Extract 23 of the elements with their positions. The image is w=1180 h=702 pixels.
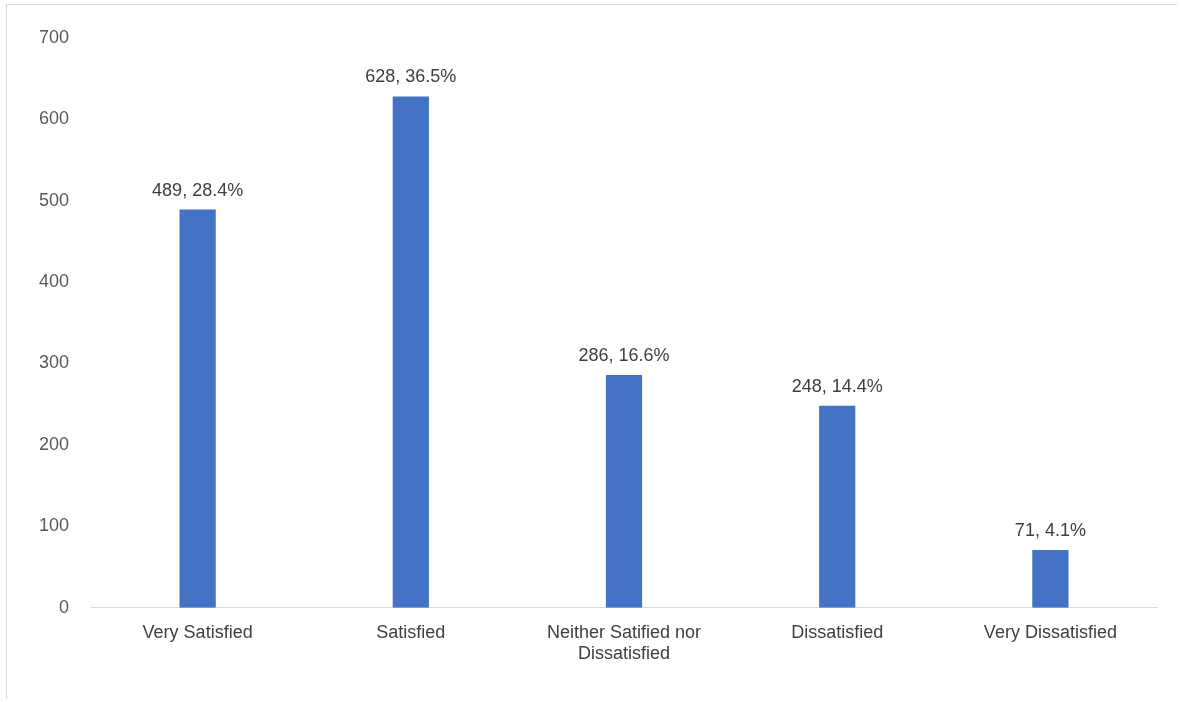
data-label: 628, 36.5% [365,66,457,87]
x-tick-label: Very Satisfied [142,621,253,642]
x-tick-label: Very Dissatisfied [983,621,1117,642]
data-label: 489, 28.4% [152,179,244,200]
data-label: 248, 14.4% [791,375,883,396]
x-tick-label: Neither Satified nor Dissatisfied [546,621,702,664]
y-tick-label: 200 [38,433,70,454]
data-label: 286, 16.6% [578,344,670,365]
x-tick-label: Dissatisfied [791,621,884,642]
y-tick-label: 400 [38,271,70,292]
x-tick-label: Satisfied [376,621,446,642]
y-tick-label: 300 [38,352,70,373]
y-tick-label: 500 [38,189,70,210]
y-tick-label: 100 [38,515,70,536]
bar [819,405,856,608]
bar [605,374,643,608]
bar [392,96,429,608]
bar [1032,549,1069,608]
y-tick-label: 700 [38,26,70,47]
y-tick-label: 0 [59,596,70,617]
bar [179,209,216,608]
data-label: 71, 4.1% [1014,519,1086,540]
y-tick-label: 600 [38,108,70,129]
